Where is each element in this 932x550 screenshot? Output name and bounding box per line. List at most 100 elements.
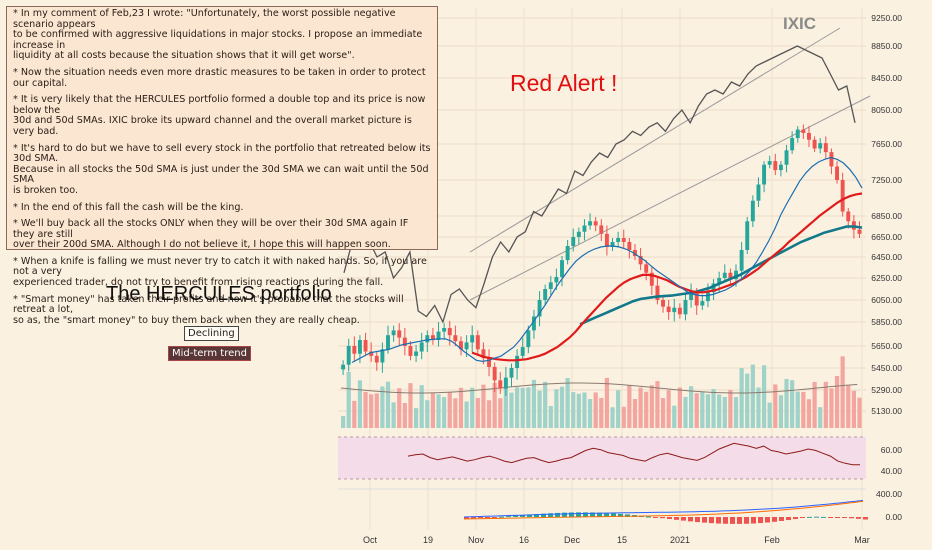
time-tick-label: Dec — [564, 535, 581, 545]
macd-histogram-bar — [765, 517, 770, 523]
macd-line — [463, 499, 864, 518]
volume-bar — [700, 391, 705, 428]
macd-histogram-bar — [611, 513, 616, 517]
portfolio-title: The HERCULES portfolio — [106, 283, 332, 305]
candle-body — [745, 221, 750, 250]
note-item: * We'll buy back all the stocks ONLY whe… — [13, 218, 409, 251]
candle-body — [526, 330, 531, 348]
rsi-tick-label: 60.00 — [881, 445, 903, 455]
macd-histogram-bar — [779, 517, 784, 521]
macd-histogram-bar — [681, 517, 686, 521]
macd-histogram-bar — [814, 516, 819, 518]
volume-bar — [582, 392, 587, 428]
volume-bar — [391, 402, 396, 428]
macd-histogram-bar — [730, 517, 735, 524]
volume-bar — [425, 400, 430, 428]
candle-body — [369, 351, 374, 356]
candle-body — [711, 283, 716, 293]
volume-bar — [492, 382, 497, 428]
time-tick-label: Feb — [764, 535, 780, 545]
candle-body — [588, 221, 593, 226]
candle-body — [386, 335, 390, 350]
volume-bar — [672, 405, 677, 428]
price-tick-label: 8450.00 — [871, 73, 902, 83]
candle-body — [846, 211, 851, 222]
volume-bar — [823, 381, 828, 428]
volume-bar — [537, 390, 542, 428]
note-item: * "Smart money" has taken their profits … — [13, 293, 404, 326]
time-tick-label: 2021 — [670, 535, 690, 545]
macd-histogram-bar — [660, 517, 665, 519]
macd-signal-line — [463, 500, 864, 520]
volume-bar — [649, 385, 654, 428]
macd-tick-label: 0.00 — [885, 512, 902, 522]
candle-body — [672, 307, 677, 313]
candle-body — [795, 129, 800, 139]
candle-body — [835, 166, 840, 180]
volume-bar — [666, 390, 671, 428]
candle-body — [790, 138, 795, 151]
candle-body — [481, 349, 486, 359]
volume-bar — [784, 378, 789, 428]
volume-bar — [599, 397, 604, 428]
volume-bar — [610, 407, 615, 428]
candle-body — [571, 237, 576, 246]
volume-bar — [458, 387, 464, 428]
candle-body — [722, 272, 727, 278]
candle-body — [717, 278, 722, 284]
volume-bar — [795, 391, 800, 428]
volume-bar — [790, 380, 795, 428]
sma200-line — [579, 225, 863, 326]
volume-bar — [374, 393, 379, 428]
candle-body — [515, 355, 520, 368]
volume-bar — [627, 385, 632, 428]
macd-histogram-bar — [618, 513, 623, 517]
candle-body — [537, 300, 542, 317]
macd-histogram-bar — [695, 517, 700, 523]
time-tick-label: Nov — [468, 535, 485, 545]
volume-bar — [419, 385, 424, 428]
candle-body — [683, 300, 688, 315]
volume-bar — [660, 398, 666, 428]
sma30-line — [351, 156, 863, 364]
macd-histogram-bar — [464, 517, 469, 519]
candle-body — [750, 200, 755, 222]
volume-bar — [840, 356, 845, 428]
macd-histogram-bar — [625, 514, 630, 517]
macd-histogram-bar — [744, 517, 749, 524]
candle-body — [801, 129, 806, 133]
macd-histogram-bar — [856, 517, 861, 519]
candle-body — [408, 346, 413, 356]
candle-body — [414, 351, 419, 356]
volume-bar — [565, 378, 570, 428]
macd-histogram-bar — [828, 517, 833, 518]
candle-body — [363, 340, 368, 352]
candle-body — [694, 292, 699, 306]
sma50-line — [471, 192, 863, 362]
volume-bar — [352, 400, 357, 428]
note-item: * It is very likely that the HERCULES po… — [13, 94, 426, 137]
volume-bar — [733, 397, 739, 428]
candle-body — [593, 221, 598, 226]
macd-histogram-bar — [597, 512, 602, 517]
volume-bar — [470, 387, 475, 428]
candle-body — [576, 231, 581, 237]
macd-histogram-bar — [716, 517, 721, 524]
macd-histogram-bar — [702, 517, 707, 523]
candle-body — [705, 292, 710, 302]
candle-body — [767, 161, 772, 165]
price-tick-label: 6050.00 — [871, 295, 902, 305]
volume-bar — [576, 393, 581, 428]
candle-body — [649, 272, 654, 286]
volume-bar — [806, 399, 812, 428]
main-price-pane — [340, 27, 871, 428]
volume-bar — [464, 401, 469, 428]
macd-histogram-bar — [667, 517, 672, 520]
macd-histogram-bar — [772, 517, 777, 522]
candle-body — [604, 233, 609, 247]
volume-bar — [559, 386, 565, 428]
volume-bar — [397, 388, 402, 428]
volume-bar — [486, 400, 492, 428]
rsi-line — [407, 442, 860, 466]
volume-bar — [846, 385, 851, 428]
